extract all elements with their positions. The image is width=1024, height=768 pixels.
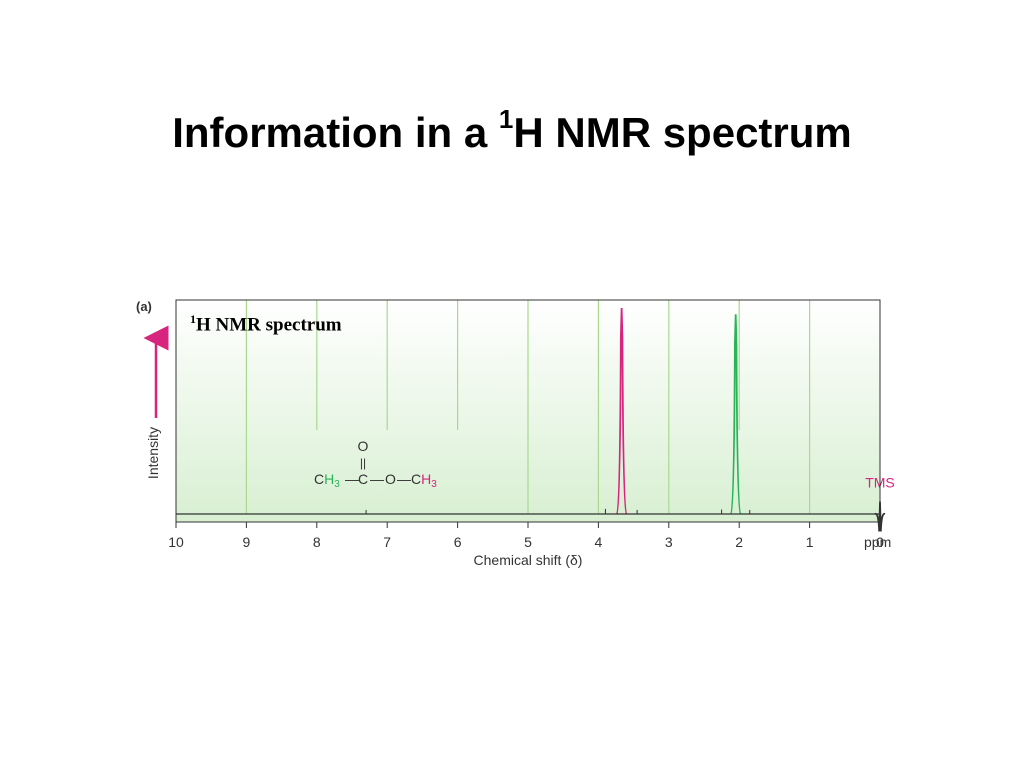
x-axis-unit: ppm (864, 534, 891, 550)
x-tick-label: 4 (595, 534, 603, 550)
bond-2: — (370, 471, 384, 487)
x-axis-label: Chemical shift (δ) (474, 552, 583, 568)
x-tick-label: 8 (313, 534, 321, 550)
spectrum-peak (729, 314, 742, 515)
left-methyl: CH3 (314, 471, 340, 490)
title-suffix: H NMR spectrum (513, 109, 852, 156)
spectrum-peak (615, 308, 628, 515)
x-tick-label: 1 (806, 534, 814, 550)
x-tick-label: 9 (243, 534, 251, 550)
title-prefix: Information in a (172, 109, 499, 156)
double-bond: || (360, 456, 366, 470)
x-tick-label: 0 (876, 534, 884, 550)
ether-oxygen: O (385, 471, 396, 487)
carbonyl-oxygen: O (358, 438, 369, 454)
title-superscript: 1 (498, 104, 514, 134)
x-tick-label: 10 (168, 534, 184, 550)
x-tick-label: 3 (665, 534, 673, 550)
panel-label: (a) (136, 299, 152, 314)
inset-superscript: 1 (190, 312, 196, 326)
bond-1: — (345, 471, 359, 487)
gridlines (245, 300, 811, 514)
carbonyl-carbon: C (358, 471, 368, 487)
bond-3: — (397, 471, 411, 487)
y-axis-label: Intensity (145, 427, 161, 479)
inset-spectrum-label: 1H NMR spectrum (190, 312, 342, 336)
x-tick-label: 5 (524, 534, 532, 550)
x-axis-ticks: 10 9 8 7 6 5 4 3 2 1 0 (168, 522, 884, 550)
x-tick-label: 2 (735, 534, 743, 550)
methyl-acetate-structure: O || CH3 — C — O — CH3 (314, 438, 437, 490)
slide-title: Information in a 1H NMR spectrum (0, 104, 1024, 157)
x-tick-label: 7 (383, 534, 391, 550)
spectrum-peaks: TMS (365, 308, 895, 532)
right-methyl: CH3 (411, 471, 437, 490)
inset-text: H NMR spectrum (196, 314, 342, 336)
x-tick-label: 6 (454, 534, 462, 550)
